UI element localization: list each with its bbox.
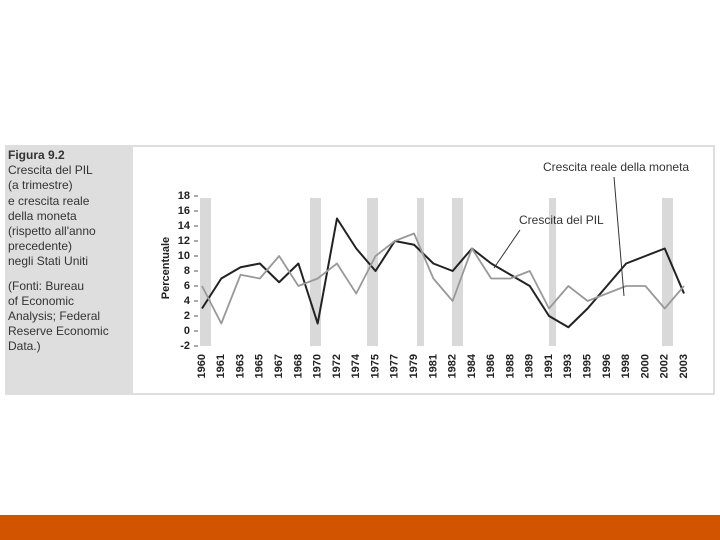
leader-line bbox=[613, 176, 625, 297]
x-tick-label: 1998 bbox=[620, 354, 632, 378]
caption-line: Reserve Economic bbox=[8, 324, 109, 339]
x-tick-label: 1977 bbox=[389, 354, 401, 378]
y-axis-label: Percentuale bbox=[160, 237, 172, 299]
caption-line: Crescita del PIL bbox=[8, 163, 93, 178]
plot: -2 0 2 4 6 8 10 12 14 16 18 1960 1961 1963 1965 1967 196… bbox=[178, 190, 690, 379]
y-tick-label: 6 bbox=[184, 280, 190, 292]
annotation: Crescita del PIL bbox=[519, 213, 604, 227]
x-tick-label: 1981 bbox=[427, 354, 439, 378]
caption-line: Analysis; Federal bbox=[8, 309, 101, 324]
x-tick-label: 1961 bbox=[215, 354, 227, 378]
x-tick-label: 1989 bbox=[524, 354, 536, 378]
x-tick-label: 1979 bbox=[408, 354, 420, 378]
caption-line: Data.) bbox=[8, 339, 41, 354]
y-tick-label: 4 bbox=[184, 295, 191, 307]
x-tick-label: 1960 bbox=[196, 354, 208, 378]
caption-line: (rispetto all'anno bbox=[8, 224, 96, 239]
series-line bbox=[201, 232, 685, 325]
x-tick-label: 1991 bbox=[543, 354, 555, 378]
caption-line: (a trimestre) bbox=[8, 178, 73, 193]
x-tick-label: 1972 bbox=[331, 354, 343, 378]
x-tick-label: 1974 bbox=[350, 353, 362, 378]
shaded-band bbox=[417, 198, 424, 346]
shaded-band bbox=[200, 198, 211, 346]
x-tick-label: 2003 bbox=[678, 354, 690, 378]
y-tick-label: 0 bbox=[184, 325, 190, 337]
shaded-band bbox=[662, 198, 673, 346]
x-tick-label: 1968 bbox=[292, 354, 304, 378]
y-tick-label: 8 bbox=[184, 265, 190, 277]
caption-line: (Fonti: Bureau bbox=[8, 278, 85, 293]
x-tick-label: 1982 bbox=[447, 354, 459, 378]
y-tick-label: 2 bbox=[184, 310, 190, 322]
x-tick-label: 1995 bbox=[582, 354, 594, 378]
x-tick-label: 1975 bbox=[369, 354, 381, 378]
caption-block: Crescita del PIL (a trimestre) e crescita … bbox=[8, 163, 130, 269]
series-line bbox=[201, 217, 685, 329]
shaded-band bbox=[452, 198, 463, 346]
x-tick-label: 1993 bbox=[562, 354, 574, 378]
y-tick-label: 14 bbox=[178, 220, 191, 232]
caption-line: della moneta bbox=[8, 208, 77, 223]
figure-title: Figura 9.2 bbox=[8, 148, 65, 162]
caption-line: of Economic bbox=[8, 293, 75, 308]
x-tick-label: 2002 bbox=[659, 354, 671, 378]
x-tick-label: 1963 bbox=[234, 354, 246, 378]
x-tick-label: 2000 bbox=[639, 354, 651, 378]
shaded-band bbox=[367, 198, 378, 346]
footer-bar bbox=[0, 515, 720, 540]
x-tick-label: 1965 bbox=[254, 354, 266, 378]
shaded-band bbox=[549, 198, 556, 346]
x-tick-label: 1986 bbox=[485, 354, 497, 378]
y-tick-label: 16 bbox=[178, 205, 190, 217]
shaded-periods bbox=[200, 198, 673, 346]
caption-line: e crescita reale bbox=[8, 193, 90, 208]
x-tick-label: 1967 bbox=[273, 354, 285, 378]
x-tick-label: 1988 bbox=[504, 354, 516, 378]
x-tick-label: 1970 bbox=[312, 354, 324, 378]
caption: Figura 9.2 Crescita del PIL (a trimestre)… bbox=[8, 148, 130, 355]
annotation: Crescita reale della moneta bbox=[543, 160, 689, 174]
shaded-band bbox=[310, 198, 321, 346]
caption-line: precedente) bbox=[8, 239, 73, 254]
source-block: (Fonti: Bureau of Economic Analysis; Feder… bbox=[8, 279, 130, 355]
x-tick-label: 1984 bbox=[466, 353, 478, 378]
leader-line bbox=[493, 229, 521, 269]
y-tick-label: -2 bbox=[180, 340, 190, 352]
y-tick-label: 12 bbox=[178, 235, 190, 247]
y-tick-label: 10 bbox=[178, 250, 190, 262]
y-tick-label: 18 bbox=[178, 190, 190, 202]
x-tick-label: 1996 bbox=[601, 354, 613, 378]
caption-line: negli Stati Uniti bbox=[8, 254, 89, 269]
